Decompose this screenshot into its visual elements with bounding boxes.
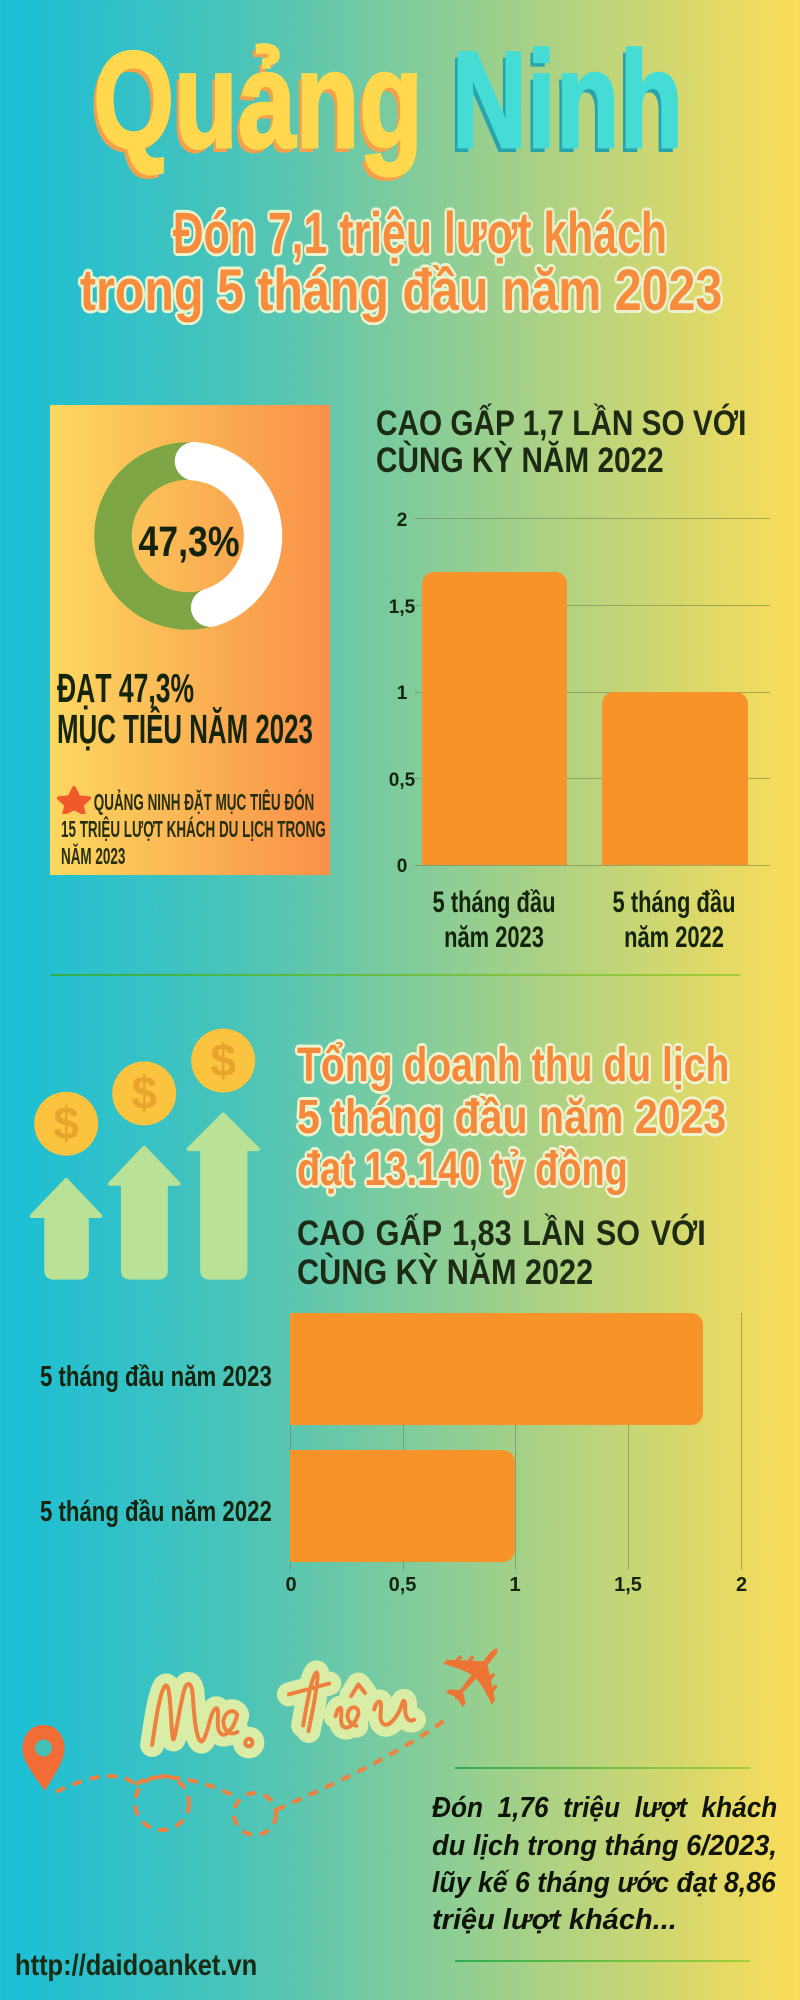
svg-text:✈: ✈ — [414, 1630, 540, 1738]
svg-text:$: $ — [53, 1097, 79, 1149]
svg-text:$: $ — [131, 1067, 157, 1119]
svg-text:$: $ — [210, 1034, 236, 1086]
